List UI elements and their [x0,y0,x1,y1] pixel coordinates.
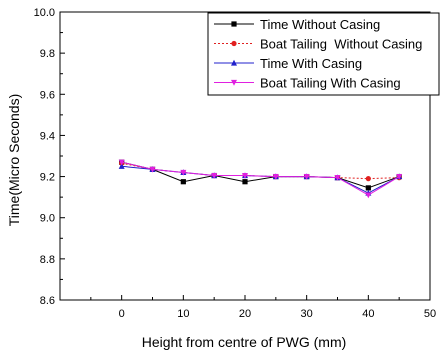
data-point [180,169,187,176]
y-tick-label: 8.6 [40,295,55,307]
y-tick-label: 10.0 [34,7,55,19]
legend: Time Without Casing Boat Tailing Without … [207,12,440,96]
data-point [396,173,403,180]
x-tick-label: 20 [239,308,251,320]
data-point [242,172,248,179]
data-point [211,172,218,179]
data-point [365,185,371,191]
y-tick-label: 9.0 [40,213,55,225]
y-axis-label: Time(Micro Seconds) [6,94,22,227]
y-tick-label: 9.4 [40,130,55,142]
x-tick-label: 30 [301,308,313,320]
legend-marker [231,21,237,27]
legend-label: Time With Casing [260,56,362,71]
series-line [121,161,400,196]
data-point [365,192,372,199]
legend-marker [231,59,237,66]
series-layer [118,159,403,199]
series-line [121,161,400,189]
x-axis-label: Height from centre of PWG (mm) [142,334,347,350]
legend-label: Boat Tailing With Casing [260,76,401,91]
plot-area [59,11,431,301]
legend-label: Boat Tailing Without Casing [260,37,422,52]
series-line [121,162,400,180]
data-point [180,179,186,185]
x-tick-label: 40 [362,308,374,320]
data-point [365,176,371,182]
x-tick-label: 50 [424,308,436,320]
legend-marker [231,40,237,47]
data-point [334,175,341,181]
legend-label: Time Without Casing [260,17,380,32]
series-1 [119,159,402,191]
x-tick-label: 0 [119,308,125,320]
data-point [118,159,125,166]
legend-box [207,12,440,96]
data-point [118,163,125,169]
series-4 [118,159,403,199]
y-tick-label: 9.8 [40,48,55,60]
data-point [272,173,279,180]
tick-labels: 0 10 20 30 40 50 8.6 8.8 9.0 9.2 9.4 9.6 9.8 10.0 [34,7,437,320]
data-point [303,173,310,180]
series-2 [119,160,402,182]
y-tick-label: 9.2 [40,172,55,184]
y-tick-label: 9.6 [40,89,55,101]
y-tick-label: 8.8 [40,254,55,266]
data-point [149,166,156,173]
legend-marker [231,79,237,86]
x-tick-label: 10 [177,308,189,320]
data-point [242,179,248,185]
